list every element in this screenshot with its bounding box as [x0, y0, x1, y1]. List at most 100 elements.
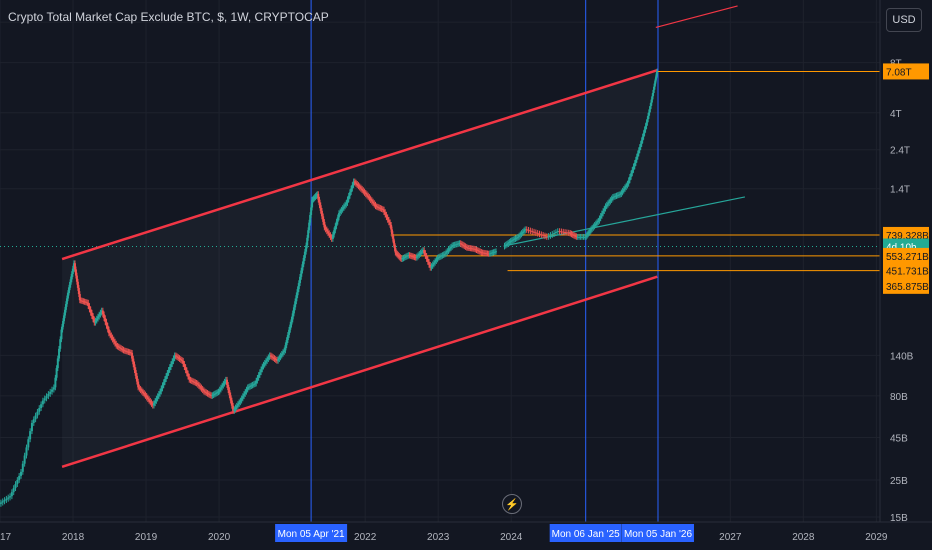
candle[interactable]	[380, 208, 383, 210]
projection-candle[interactable]	[608, 201, 611, 204]
candle[interactable]	[180, 359, 183, 361]
candle[interactable]	[9, 496, 12, 498]
candle[interactable]	[143, 393, 146, 395]
candle[interactable]	[477, 250, 480, 252]
candle[interactable]	[82, 301, 85, 303]
candle[interactable]	[106, 325, 109, 330]
candle[interactable]	[453, 244, 456, 246]
projection-candle[interactable]	[651, 96, 654, 100]
candle[interactable]	[156, 396, 159, 399]
projection-candle[interactable]	[536, 232, 539, 234]
candle[interactable]	[424, 252, 427, 256]
candles[interactable]	[0, 68, 659, 507]
projection-candle[interactable]	[574, 235, 577, 237]
candle[interactable]	[439, 256, 441, 258]
projection-candle[interactable]	[578, 236, 581, 238]
candle[interactable]	[426, 258, 429, 262]
candle[interactable]	[341, 208, 344, 210]
candle[interactable]	[324, 227, 327, 230]
candle[interactable]	[469, 248, 472, 250]
candle[interactable]	[323, 221, 326, 228]
candle[interactable]	[330, 236, 333, 239]
candle[interactable]	[138, 387, 141, 389]
projection-candle[interactable]	[649, 105, 652, 110]
candle[interactable]	[335, 221, 338, 226]
candle[interactable]	[241, 396, 244, 399]
candle[interactable]	[394, 247, 397, 253]
candle[interactable]	[322, 216, 325, 222]
candle[interactable]	[68, 284, 71, 291]
candle[interactable]	[198, 384, 201, 387]
candle[interactable]	[137, 381, 140, 388]
candle[interactable]	[63, 312, 66, 319]
projection-candle[interactable]	[647, 115, 650, 120]
candle[interactable]	[122, 349, 125, 351]
candle[interactable]	[86, 302, 89, 304]
candle[interactable]	[154, 400, 157, 404]
projection-candle[interactable]	[579, 236, 582, 238]
candle[interactable]	[171, 361, 174, 365]
candle[interactable]	[10, 492, 13, 497]
projection-candle[interactable]	[617, 194, 620, 196]
candle[interactable]	[260, 369, 263, 373]
candle[interactable]	[376, 206, 379, 208]
candle[interactable]	[273, 358, 276, 360]
candle[interactable]	[381, 208, 384, 210]
projection-candle[interactable]	[589, 230, 592, 232]
candle[interactable]	[105, 321, 108, 326]
candle[interactable]	[447, 249, 450, 251]
projection-candle[interactable]	[605, 204, 608, 207]
candle[interactable]	[473, 248, 476, 250]
candle[interactable]	[425, 255, 428, 259]
projection-candle[interactable]	[653, 86, 656, 90]
candle[interactable]	[98, 314, 101, 317]
candle[interactable]	[72, 263, 75, 269]
candle[interactable]	[12, 488, 15, 493]
candle[interactable]	[34, 415, 37, 420]
projection-candle[interactable]	[642, 133, 645, 137]
candle[interactable]	[446, 250, 449, 253]
projection-candle[interactable]	[534, 232, 537, 234]
candle[interactable]	[202, 390, 205, 392]
projection-candle[interactable]	[635, 156, 638, 160]
candle[interactable]	[204, 391, 207, 393]
candle[interactable]	[101, 310, 104, 315]
candle[interactable]	[95, 318, 98, 321]
candle[interactable]	[348, 192, 351, 196]
candle[interactable]	[223, 381, 226, 384]
candle[interactable]	[398, 255, 401, 257]
candle[interactable]	[355, 182, 358, 184]
candle[interactable]	[468, 247, 471, 249]
candle[interactable]	[77, 287, 80, 295]
candle[interactable]	[344, 204, 347, 207]
candle[interactable]	[279, 355, 282, 358]
candle[interactable]	[310, 207, 313, 216]
projection-candle[interactable]	[627, 180, 630, 184]
candle[interactable]	[217, 391, 220, 393]
projection-candle[interactable]	[643, 129, 646, 134]
candle[interactable]	[358, 186, 361, 188]
candle[interactable]	[140, 390, 143, 392]
candle[interactable]	[59, 339, 62, 349]
projection-candle[interactable]	[509, 240, 512, 242]
projection-candle[interactable]	[610, 198, 613, 201]
candle[interactable]	[385, 214, 388, 218]
candle[interactable]	[436, 257, 439, 260]
candle[interactable]	[5, 498, 8, 501]
candle[interactable]	[61, 323, 64, 330]
candle[interactable]	[491, 252, 494, 254]
candle[interactable]	[161, 385, 164, 389]
projection-candle[interactable]	[646, 119, 649, 123]
projection-candle[interactable]	[597, 220, 600, 223]
projection-candle[interactable]	[588, 231, 591, 234]
candle[interactable]	[212, 394, 215, 396]
projection-candle[interactable]	[549, 234, 552, 236]
candle[interactable]	[121, 348, 124, 350]
candle[interactable]	[117, 346, 120, 348]
projection-candle[interactable]	[558, 231, 561, 233]
candle[interactable]	[151, 403, 154, 406]
projection-candle[interactable]	[636, 153, 639, 157]
candle[interactable]	[142, 391, 145, 394]
projection-candle[interactable]	[600, 213, 603, 216]
